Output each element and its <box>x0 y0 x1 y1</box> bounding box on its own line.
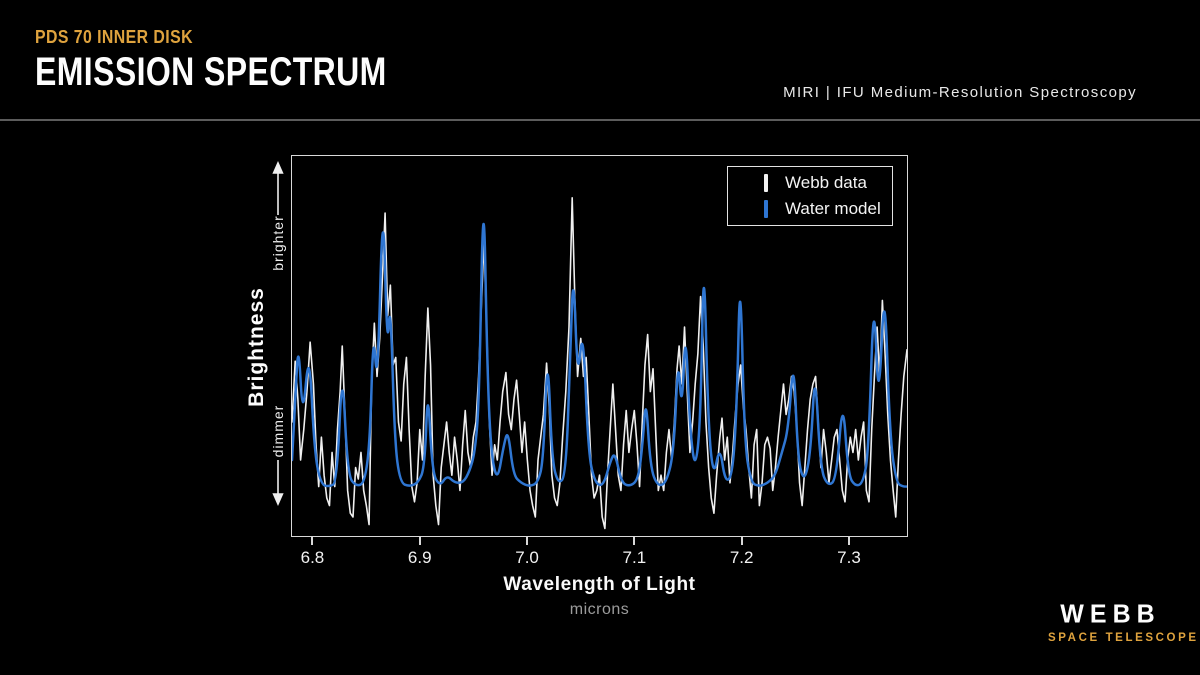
x-tick-mark <box>740 537 743 545</box>
x-axis-units: microns <box>569 601 630 618</box>
webb-logo-name: WEBB <box>1060 599 1161 629</box>
plot-area: Webb data Water model <box>291 155 908 537</box>
page-title: EMISSION SPECTRUM <box>35 50 387 94</box>
legend-label: Water model <box>785 199 881 218</box>
legend-entry: Webb data <box>764 172 892 194</box>
x-tick-label: 6.9 <box>407 548 432 567</box>
legend-entry: Water model <box>764 198 892 220</box>
x-tick-label: 7.2 <box>729 548 754 567</box>
x-tick-label: 7.1 <box>622 548 647 567</box>
y-axis-arrows <box>272 161 284 506</box>
arrow-up-icon <box>272 161 284 174</box>
series-webb-data <box>292 196 907 530</box>
x-tick-label: 6.8 <box>300 548 325 567</box>
page-kicker: PDS 70 INNER DISK <box>35 27 194 47</box>
legend-label: Webb data <box>785 173 867 192</box>
x-axis-label: Wavelength of Light <box>503 574 696 595</box>
instrument-label: MIRI | IFU Medium-Resolution Spectroscop… <box>783 84 1137 101</box>
x-tick-mark <box>633 537 636 545</box>
webb-logo-subtitle: SPACE TELESCOPE <box>1048 632 1199 644</box>
x-tick-label: 7.0 <box>515 548 539 567</box>
x-tick-mark <box>847 537 850 545</box>
spectrum-svg <box>292 196 907 530</box>
header-divider <box>0 119 1200 121</box>
x-tick-label: 7.3 <box>837 548 861 567</box>
x-tick-mark <box>311 537 314 545</box>
legend-marker <box>764 200 768 218</box>
x-tick-mark <box>526 537 529 545</box>
legend: Webb data Water model <box>727 166 893 226</box>
x-ticks: 6.8 6.9 7.0 7.1 7.2 7.3 <box>291 537 908 571</box>
series-water-model <box>292 222 907 488</box>
arrow-down-icon <box>272 493 284 506</box>
x-tick-mark <box>418 537 421 545</box>
legend-marker <box>764 174 768 192</box>
webb-logo: WEBB SPACE TELESCOPE <box>1048 599 1199 644</box>
